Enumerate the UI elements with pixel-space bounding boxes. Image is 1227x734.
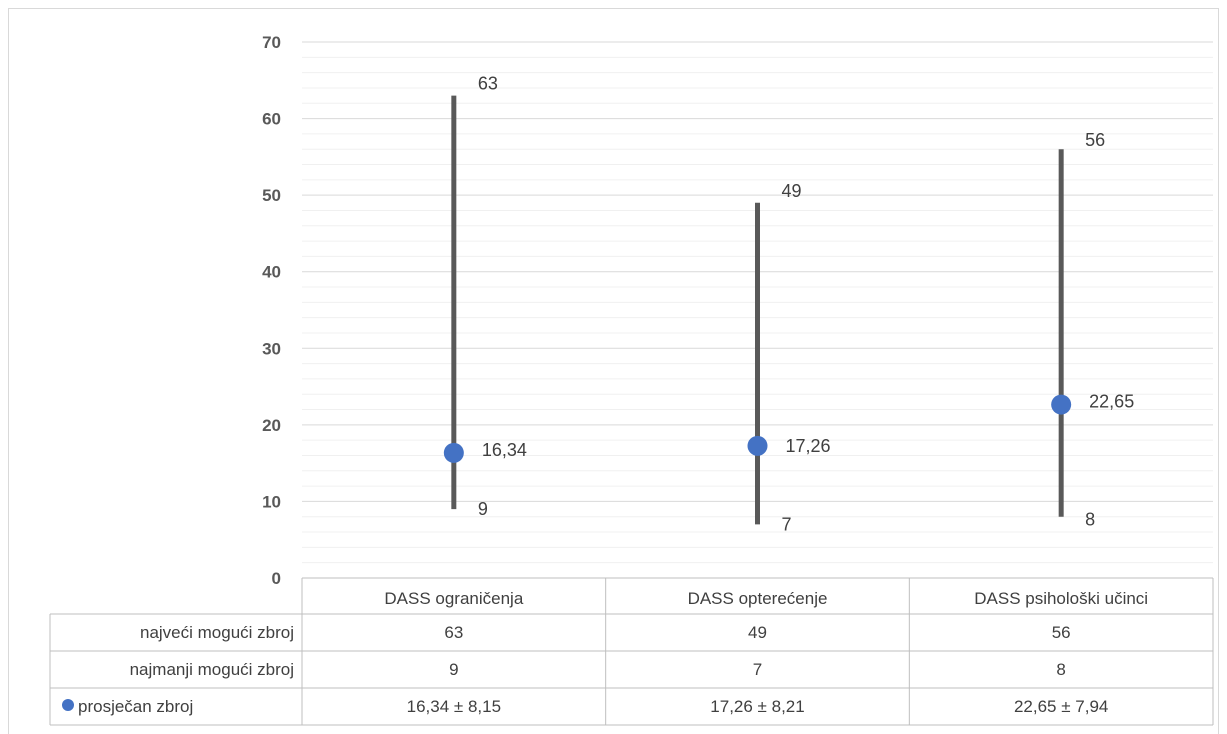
chart-frame	[8, 8, 1219, 734]
table-cell: 9	[449, 660, 458, 679]
y-tick-label: 40	[262, 263, 281, 282]
y-tick-label: 50	[262, 186, 281, 205]
mean-data-label: 16,34	[482, 440, 527, 460]
table-header-cell: DASS psihološki učinci	[974, 589, 1148, 608]
min-data-label: 8	[1085, 510, 1095, 530]
y-tick-label: 60	[262, 110, 281, 129]
table-cell: 8	[1056, 660, 1065, 679]
table-header-cell: DASS opterećenje	[688, 589, 828, 608]
y-tick-label: 20	[262, 416, 281, 435]
y-tick-label: 70	[262, 33, 281, 52]
data-table: DASS ograničenja DASS opterećenje DASS psi…	[49, 577, 1214, 726]
table-cell: 49	[748, 623, 767, 642]
table-cell: 56	[1052, 623, 1071, 642]
min-data-label: 7	[782, 514, 792, 534]
table-header-cell: DASS ograničenja	[384, 589, 523, 608]
max-data-label: 63	[478, 74, 498, 94]
table-cell: 16,34 ± 8,15	[407, 697, 501, 716]
max-data-label: 56	[1085, 130, 1105, 150]
legend-marker	[62, 699, 74, 711]
table-row-label: najveći mogući zbroj	[140, 623, 294, 642]
table-cell: 7	[753, 660, 762, 679]
table-row-label: prosječan zbroj	[78, 697, 193, 716]
mean-point	[443, 442, 464, 463]
y-tick-label: 0	[272, 569, 281, 588]
mean-data-label: 17,26	[786, 436, 831, 456]
mean-data-label: 22,65	[1089, 392, 1134, 412]
table-cell: 17,26 ± 8,21	[710, 697, 804, 716]
table-cell: 22,65 ± 7,94	[1014, 697, 1108, 716]
mean-point	[1051, 394, 1072, 415]
chart-marks: 63 9 16,34 49 7 17,26 56 8 22,65	[443, 74, 1134, 534]
table-cell: 63	[444, 623, 463, 642]
min-data-label: 9	[478, 499, 488, 519]
table-row-label: najmanji mogući zbroj	[130, 660, 294, 679]
max-data-label: 49	[782, 181, 802, 201]
y-axis: 0 10 20 30 40 50 60 70	[262, 33, 281, 588]
y-tick-label: 10	[262, 492, 281, 511]
mean-point	[747, 435, 768, 456]
y-tick-label: 30	[262, 339, 281, 358]
